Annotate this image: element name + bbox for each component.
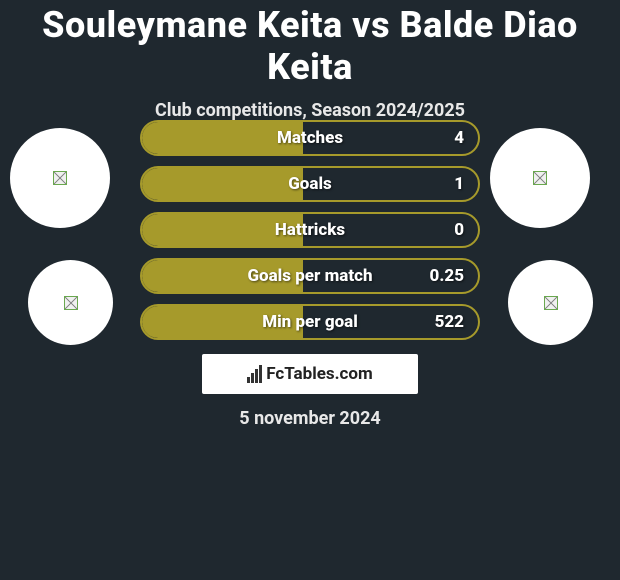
snapshot-date: 5 november 2024 (0, 408, 620, 429)
brand-bars-icon (247, 365, 262, 383)
image-placeholder-icon (64, 296, 78, 310)
stat-bar: Goals per match0.25 (140, 258, 480, 294)
stat-bar-value: 1 (454, 174, 464, 194)
stat-bar-value: 4 (454, 128, 464, 148)
stat-bar-label: Hattricks (142, 220, 478, 240)
stat-bar: Min per goal522 (140, 304, 480, 340)
page-title: Souleymane Keita vs Balde Diao Keita (0, 0, 620, 88)
brand-text: FcTables.com (266, 364, 372, 384)
stat-bar: Goals1 (140, 166, 480, 202)
stat-bar-label: Goals (142, 174, 478, 194)
stat-bar-label: Goals per match (142, 266, 478, 286)
player-avatar-left_top[interactable] (10, 128, 110, 228)
comparison-body: Matches4Goals1Hattricks0Goals per match0… (0, 120, 620, 350)
player-avatar-right_top[interactable] (490, 128, 590, 228)
comparison-card: Souleymane Keita vs Balde Diao Keita Clu… (0, 0, 620, 580)
page-subtitle: Club competitions, Season 2024/2025 (0, 100, 620, 121)
stat-bar-value: 522 (435, 312, 464, 332)
image-placeholder-icon (533, 171, 547, 185)
stat-bar-label: Matches (142, 128, 478, 148)
stat-bars: Matches4Goals1Hattricks0Goals per match0… (140, 120, 480, 340)
stat-bar: Matches4 (140, 120, 480, 156)
stat-bar-label: Min per goal (142, 312, 478, 332)
image-placeholder-icon (544, 296, 558, 310)
player-avatar-left_bottom[interactable] (28, 260, 113, 345)
brand-badge[interactable]: FcTables.com (202, 354, 418, 394)
stat-bar-value: 0.25 (430, 266, 464, 286)
stat-bar-value: 0 (454, 220, 464, 240)
player-avatar-right_bottom[interactable] (508, 260, 593, 345)
stat-bar: Hattricks0 (140, 212, 480, 248)
image-placeholder-icon (53, 171, 67, 185)
